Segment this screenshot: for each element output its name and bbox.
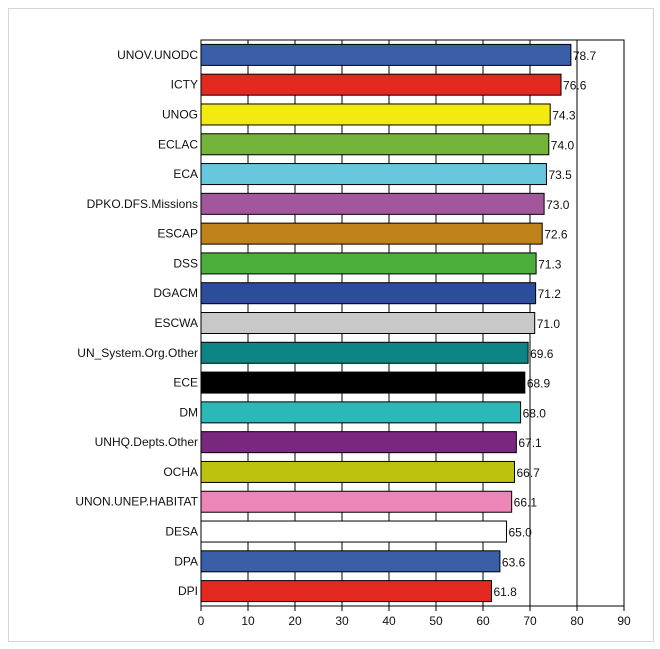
- bar[interactable]: [200, 550, 501, 573]
- bar[interactable]: [200, 312, 536, 334]
- x-tick-label: 0: [198, 614, 205, 628]
- category-label: ESCWA: [154, 316, 198, 330]
- x-tick-label: 80: [570, 614, 584, 628]
- category-label: DPI: [178, 584, 198, 598]
- bar[interactable]: [200, 192, 545, 215]
- category-label: DGACM: [153, 286, 198, 300]
- bar[interactable]: [200, 460, 515, 483]
- value-label: 74.0: [551, 138, 575, 152]
- value-label: 72.6: [544, 228, 568, 242]
- category-label: DM: [179, 405, 198, 419]
- category-label: DPKO.DFS.Missions: [87, 197, 198, 211]
- category-label: OCHA: [163, 465, 198, 479]
- value-label: 66.7: [516, 466, 540, 480]
- value-label: 68.0: [523, 406, 547, 420]
- category-label: DESA: [165, 525, 198, 539]
- value-label: 65.0: [509, 526, 533, 540]
- bar[interactable]: [200, 73, 562, 96]
- category-label: DSS: [173, 256, 198, 270]
- value-label: 71.0: [537, 317, 561, 331]
- category-label: UNOV.UNODC: [117, 48, 198, 62]
- value-label: 68.9: [527, 377, 551, 391]
- bar[interactable]: [200, 133, 550, 156]
- bar[interactable]: [200, 282, 537, 305]
- bar[interactable]: [200, 252, 537, 275]
- bar[interactable]: [200, 222, 543, 245]
- value-label: 71.3: [538, 257, 562, 271]
- x-tick-label: 70: [523, 614, 537, 628]
- category-label: UNOG: [162, 107, 198, 121]
- category-label: ESCAP: [157, 227, 198, 241]
- bar[interactable]: [200, 520, 507, 543]
- value-label: 66.1: [514, 496, 538, 510]
- value-label: 63.6: [502, 555, 526, 569]
- value-label: 74.3: [552, 108, 576, 122]
- value-label: 78.7: [573, 49, 597, 63]
- bar[interactable]: [200, 431, 517, 454]
- category-label: DPA: [174, 554, 198, 568]
- bar[interactable]: [200, 490, 513, 513]
- plot-area-border: [200, 39, 625, 607]
- bar[interactable]: [200, 580, 492, 603]
- x-tick-label: 10: [241, 614, 255, 628]
- bar[interactable]: [200, 401, 522, 424]
- x-tick-label: 50: [429, 614, 443, 628]
- value-label: 67.1: [518, 436, 542, 450]
- category-label: ICTY: [171, 78, 198, 92]
- bar[interactable]: [200, 103, 551, 126]
- bar[interactable]: [200, 341, 529, 364]
- bar[interactable]: [200, 371, 526, 394]
- category-label: ECLAC: [158, 137, 198, 151]
- value-label: 61.8: [493, 585, 517, 599]
- bar[interactable]: [200, 163, 547, 186]
- x-tick-label: 40: [382, 614, 396, 628]
- value-label: 73.5: [548, 168, 572, 182]
- category-label: UN_System.Org.Other: [77, 346, 198, 360]
- x-tick-label: 20: [288, 614, 302, 628]
- value-label: 76.6: [563, 79, 587, 93]
- x-tick-label: 90: [617, 614, 631, 628]
- value-label: 73.0: [546, 198, 570, 212]
- value-label: 69.6: [530, 347, 554, 361]
- x-tick-label: 60: [476, 614, 490, 628]
- bar[interactable]: [200, 43, 572, 66]
- category-label: UNHQ.Depts.Other: [95, 435, 198, 449]
- x-tick-label: 30: [335, 614, 349, 628]
- category-label: UNON.UNEP.HABITAT: [75, 495, 198, 509]
- category-label: ECA: [173, 167, 198, 181]
- value-label: 71.2: [538, 287, 562, 301]
- category-label: ECE: [173, 376, 198, 390]
